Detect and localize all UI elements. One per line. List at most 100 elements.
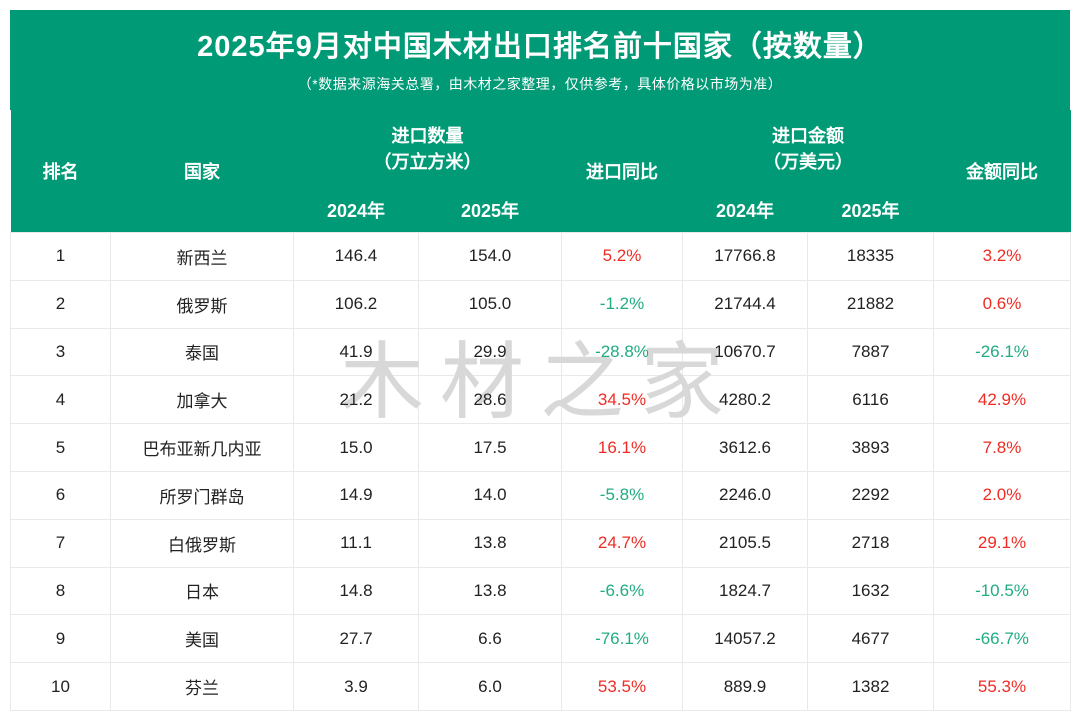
- amt-yoy-cell: 0.6%: [933, 279, 1071, 329]
- table-row: 7 白俄罗斯 11.1 13.8 24.7% 2105.5 2718 29.1%: [10, 518, 1071, 568]
- amt-yoy-cell: 3.2%: [933, 232, 1071, 281]
- col-header-amt-group: 进口金额 （万美元）: [682, 110, 934, 188]
- country-cell: 所罗门群岛: [110, 470, 294, 520]
- country-cell: 巴布亚新几内亚: [110, 423, 294, 472]
- table-row: 9 美国 27.7 6.6 -76.1% 14057.2 4677 -66.7%: [10, 614, 1071, 664]
- qty-2025-cell: 105.0: [418, 279, 562, 329]
- amt-2024-cell: 10670.7: [682, 327, 808, 377]
- table-row: 8 日本 14.8 13.8 -6.6% 1824.7 1632 -10.5%: [10, 566, 1071, 616]
- rank-cell: 6: [10, 470, 111, 520]
- qty-2024-cell: 146.4: [293, 232, 419, 281]
- qty-yoy-cell: -6.6%: [561, 566, 683, 616]
- qty-yoy-cell: 24.7%: [561, 518, 683, 568]
- qty-2025-cell: 13.8: [418, 518, 562, 568]
- rank-cell: 10: [10, 662, 111, 711]
- amt-2024-cell: 2105.5: [682, 518, 808, 568]
- qty-2025-cell: 6.6: [418, 614, 562, 664]
- qty-2024-cell: 11.1: [293, 518, 419, 568]
- table-body: 1 新西兰 146.4 154.0 5.2% 17766.8 18335 3.2…: [10, 232, 1071, 711]
- qty-2024-cell: 15.0: [293, 423, 419, 472]
- amt-yoy-cell: 7.8%: [933, 423, 1071, 472]
- export-ranking-table: 排名 国家 进口数量 （万立方米） 进口同比 进口金额 （万美元） 金额同比 2…: [10, 110, 1071, 711]
- amt-2024-cell: 889.9: [682, 662, 808, 711]
- rank-cell: 3: [10, 327, 111, 377]
- page-title: 2025年9月对中国木材出口排名前十国家（按数量）: [197, 31, 883, 63]
- col-header-country: 国家: [110, 110, 294, 233]
- amt-2025-cell: 1632: [807, 566, 934, 616]
- qty-yoy-cell: 34.5%: [561, 375, 683, 425]
- rank-cell: 8: [10, 566, 111, 616]
- country-cell: 日本: [110, 566, 294, 616]
- amt-yoy-cell: -10.5%: [933, 566, 1071, 616]
- qty-2024-cell: 14.9: [293, 470, 419, 520]
- qty-2024-cell: 27.7: [293, 614, 419, 664]
- col-header-amt-2025: 2025年: [807, 188, 934, 233]
- amt-2024-cell: 3612.6: [682, 423, 808, 472]
- qty-yoy-cell: -28.8%: [561, 327, 683, 377]
- qty-2025-cell: 17.5: [418, 423, 562, 472]
- qty-2024-cell: 3.9: [293, 662, 419, 711]
- qty-2025-cell: 6.0: [418, 662, 562, 711]
- qty-2024-cell: 41.9: [293, 327, 419, 377]
- country-cell: 加拿大: [110, 375, 294, 425]
- qty-unit-label: （万立方米）: [373, 152, 482, 172]
- country-cell: 泰国: [110, 327, 294, 377]
- amt-yoy-cell: -26.1%: [933, 327, 1071, 377]
- amt-yoy-cell: 55.3%: [933, 662, 1071, 711]
- col-header-amt-2024: 2024年: [682, 188, 808, 233]
- amt-2025-cell: 2718: [807, 518, 934, 568]
- country-cell: 芬兰: [110, 662, 294, 711]
- amt-2024-cell: 14057.2: [682, 614, 808, 664]
- rank-cell: 4: [10, 375, 111, 425]
- country-cell: 新西兰: [110, 232, 294, 281]
- qty-yoy-cell: 53.5%: [561, 662, 683, 711]
- qty-2024-cell: 14.8: [293, 566, 419, 616]
- page-subtitle: （*数据来源海关总署，由木材之家整理，仅供参考，具体价格以市场为准）: [297, 76, 783, 92]
- amt-2025-cell: 2292: [807, 470, 934, 520]
- table-row: 1 新西兰 146.4 154.0 5.2% 17766.8 18335 3.2…: [10, 232, 1071, 281]
- amt-2024-cell: 1824.7: [682, 566, 808, 616]
- amt-2025-cell: 21882: [807, 279, 934, 329]
- rank-cell: 5: [10, 423, 111, 472]
- amt-2024-cell: 4280.2: [682, 375, 808, 425]
- rank-cell: 1: [10, 232, 111, 281]
- qty-yoy-cell: 5.2%: [561, 232, 683, 281]
- table-row: 6 所罗门群岛 14.9 14.0 -5.8% 2246.0 2292 2.0%: [10, 470, 1071, 520]
- amt-group-label: 进口金额: [772, 126, 844, 146]
- qty-2025-cell: 14.0: [418, 470, 562, 520]
- amt-2025-cell: 18335: [807, 232, 934, 281]
- amt-2025-cell: 7887: [807, 327, 934, 377]
- amt-2025-cell: 4677: [807, 614, 934, 664]
- table-row: 5 巴布亚新几内亚 15.0 17.5 16.1% 3612.6 3893 7.…: [10, 423, 1071, 472]
- country-cell: 白俄罗斯: [110, 518, 294, 568]
- qty-yoy-cell: 16.1%: [561, 423, 683, 472]
- amt-yoy-cell: -66.7%: [933, 614, 1071, 664]
- qty-2025-cell: 28.6: [418, 375, 562, 425]
- qty-yoy-cell: -1.2%: [561, 279, 683, 329]
- amt-yoy-cell: 2.0%: [933, 470, 1071, 520]
- qty-2024-cell: 21.2: [293, 375, 419, 425]
- qty-2025-cell: 13.8: [418, 566, 562, 616]
- qty-yoy-cell: -5.8%: [561, 470, 683, 520]
- table-row: 2 俄罗斯 106.2 105.0 -1.2% 21744.4 21882 0.…: [10, 279, 1071, 329]
- title-band: 2025年9月对中国木材出口排名前十国家（按数量） （*数据来源海关总署，由木材…: [10, 10, 1070, 110]
- table-row: 10 芬兰 3.9 6.0 53.5% 889.9 1382 55.3%: [10, 662, 1071, 711]
- col-header-qty-2025: 2025年: [418, 188, 562, 233]
- qty-2025-cell: 29.9: [418, 327, 562, 377]
- amt-unit-label: （万美元）: [763, 152, 853, 172]
- rank-cell: 9: [10, 614, 111, 664]
- table-header: 排名 国家 进口数量 （万立方米） 进口同比 进口金额 （万美元） 金额同比 2…: [10, 110, 1071, 233]
- amt-2025-cell: 6116: [807, 375, 934, 425]
- country-cell: 美国: [110, 614, 294, 664]
- amt-yoy-cell: 29.1%: [933, 518, 1071, 568]
- qty-2024-cell: 106.2: [293, 279, 419, 329]
- qty-yoy-cell: -76.1%: [561, 614, 683, 664]
- col-header-rank: 排名: [10, 110, 111, 233]
- amt-2024-cell: 21744.4: [682, 279, 808, 329]
- qty-group-label: 进口数量: [391, 126, 464, 146]
- amt-2025-cell: 3893: [807, 423, 934, 472]
- table-row: 4 加拿大 21.2 28.6 34.5% 4280.2 6116 42.9%: [10, 375, 1071, 425]
- amt-2024-cell: 17766.8: [682, 232, 808, 281]
- amt-2024-cell: 2246.0: [682, 470, 808, 520]
- amt-yoy-cell: 42.9%: [933, 375, 1071, 425]
